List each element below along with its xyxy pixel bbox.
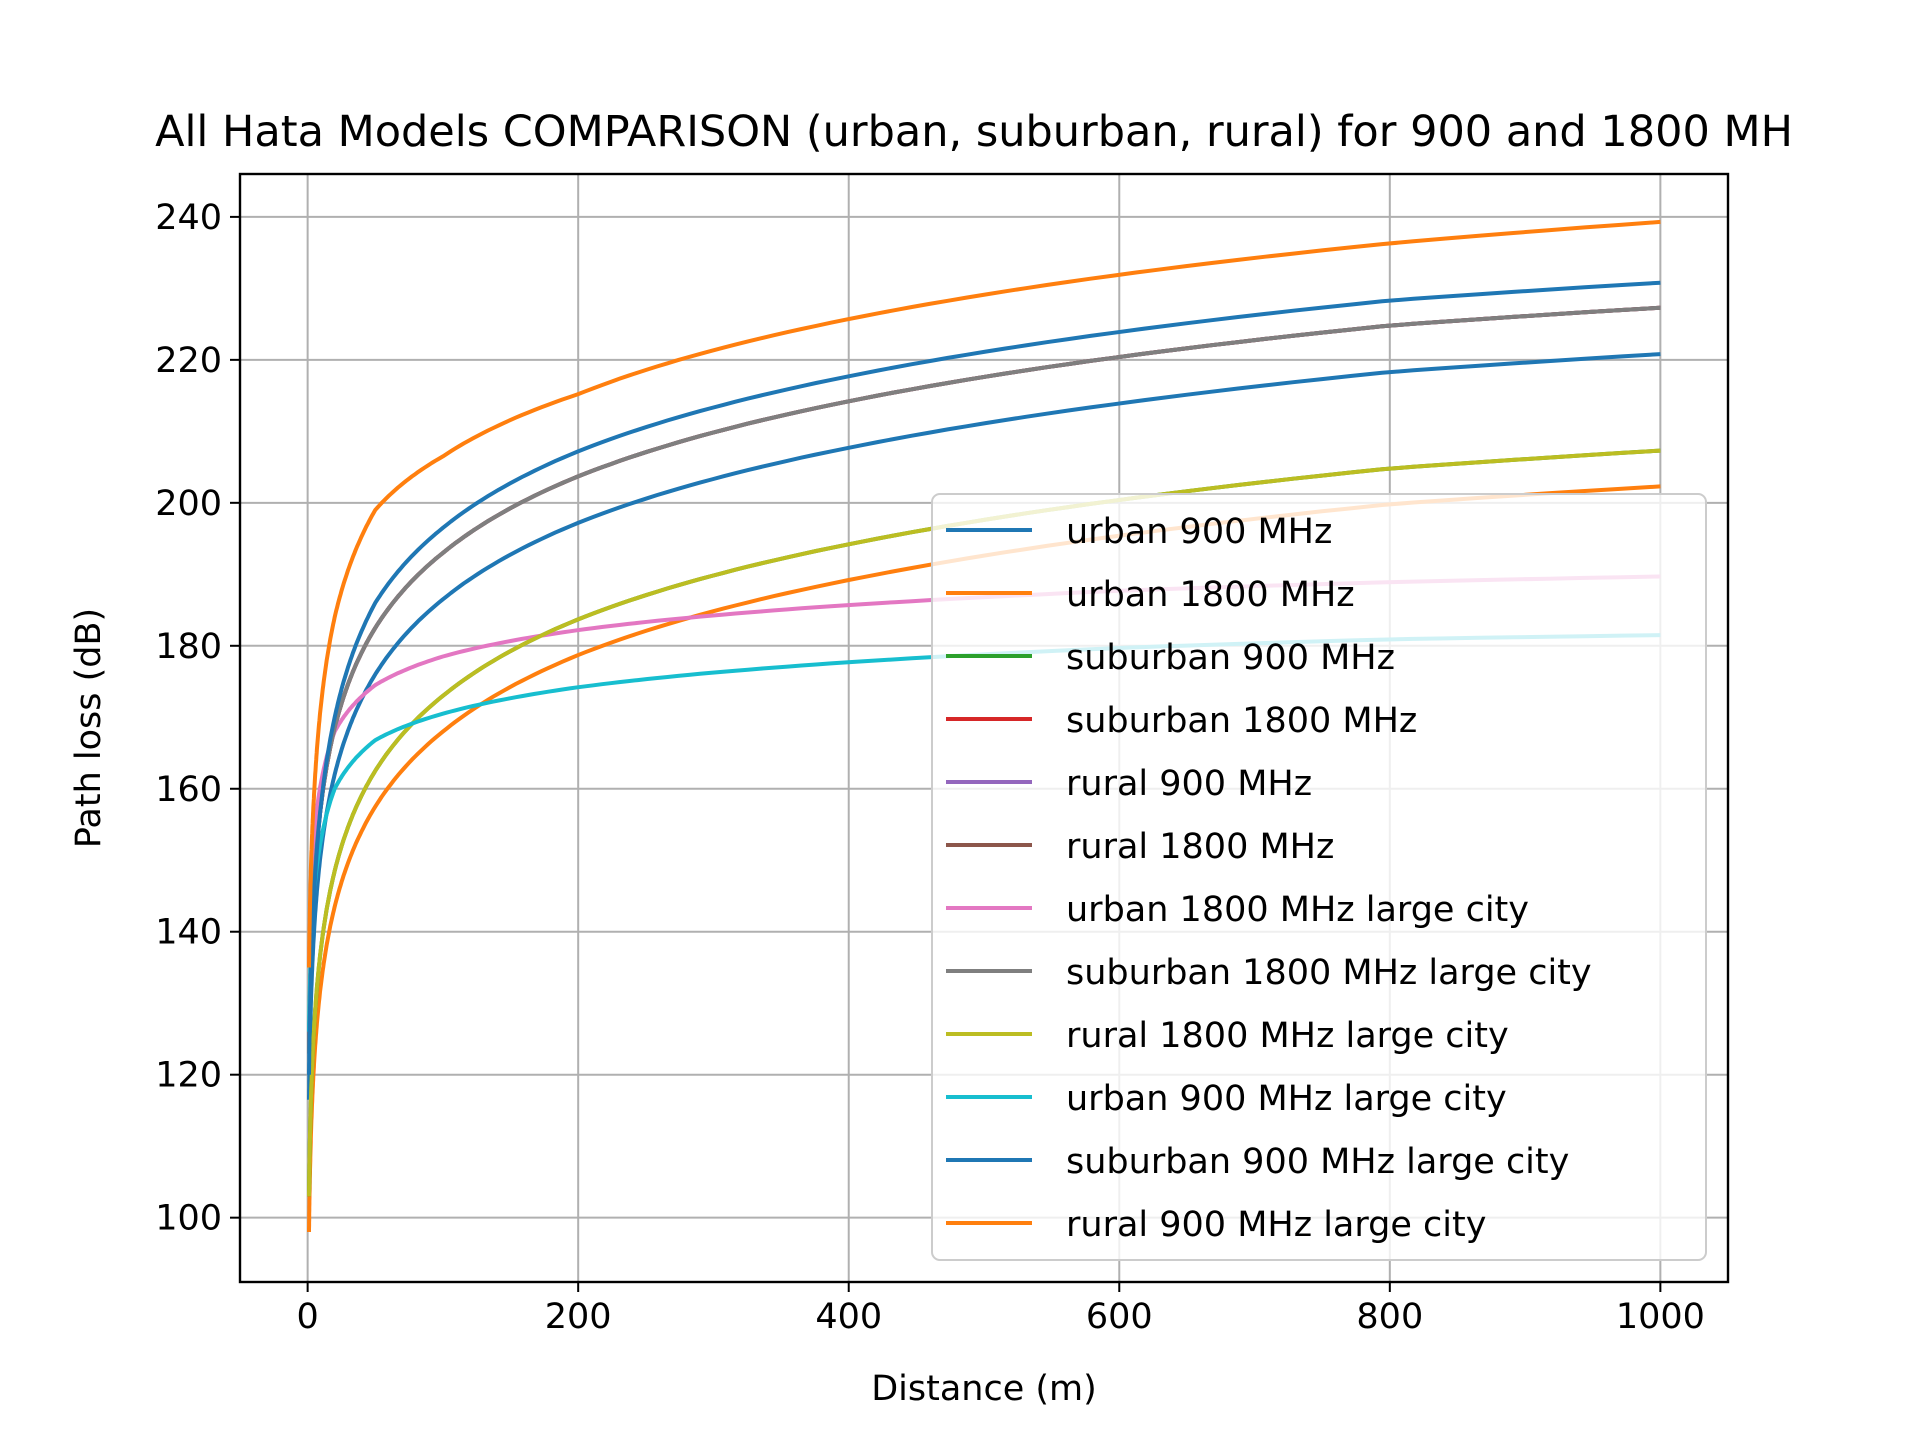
- x-tick-label: 400: [815, 1297, 882, 1337]
- y-tick-label: 120: [155, 1056, 222, 1096]
- legend: urban 900 MHz urban 1800 MHz suburban 900 …: [931, 493, 1707, 1261]
- y-tick-label: 180: [155, 627, 222, 667]
- x-axis-label: Distance (m): [871, 1369, 1097, 1409]
- y-tick-label: 160: [155, 770, 222, 810]
- legend-label: urban 900 MHz: [1066, 512, 1332, 552]
- legend-label: urban 1800 MHz: [1066, 575, 1355, 615]
- legend-label: urban 900 MHz large city: [1066, 1079, 1507, 1119]
- x-tick-label: 600: [1086, 1297, 1153, 1337]
- x-tick-label: 800: [1356, 1297, 1423, 1337]
- y-axis-label: Path loss (dB): [69, 608, 109, 848]
- series-line-10: [307, 280, 1661, 1075]
- x-tick-label: 0: [296, 1297, 318, 1337]
- y-tick-label: 200: [155, 484, 222, 524]
- legend-label: rural 900 MHz large city: [1066, 1205, 1486, 1245]
- y-tick-label: 240: [155, 198, 222, 238]
- axis-ticks: 0 200 400 600 800 1000 100 120 140 160 180 200 220 24…: [155, 198, 1705, 1337]
- legend-label: rural 1800 MHz: [1066, 827, 1334, 867]
- legend-label: urban 1800 MHz large city: [1066, 890, 1529, 930]
- x-tick-label: 1000: [1616, 1297, 1705, 1337]
- plot-frame: [238, 172, 1730, 1284]
- legend-label: suburban 900 MHz: [1066, 638, 1395, 678]
- legend-label: suburban 1800 MHz: [1066, 701, 1417, 741]
- legend-label: rural 900 MHz: [1066, 764, 1312, 804]
- legend-label: suburban 1800 MHz large city: [1066, 953, 1592, 993]
- y-tick-label: 220: [155, 341, 222, 381]
- series-lines: [307, 219, 1661, 1232]
- legend-box: [931, 493, 1707, 1261]
- series-line-8: [307, 448, 1661, 1197]
- x-tick-label: 200: [545, 1297, 612, 1337]
- legend-label: rural 1800 MHz large city: [1066, 1016, 1509, 1056]
- legend-label: suburban 900 MHz large city: [1066, 1142, 1569, 1182]
- y-tick-label: 140: [155, 913, 222, 953]
- series-line-11: [307, 219, 1661, 968]
- y-tick-label: 100: [155, 1199, 222, 1239]
- chart-title: All Hata Models COMPARISON (urban, subur…: [155, 107, 1793, 157]
